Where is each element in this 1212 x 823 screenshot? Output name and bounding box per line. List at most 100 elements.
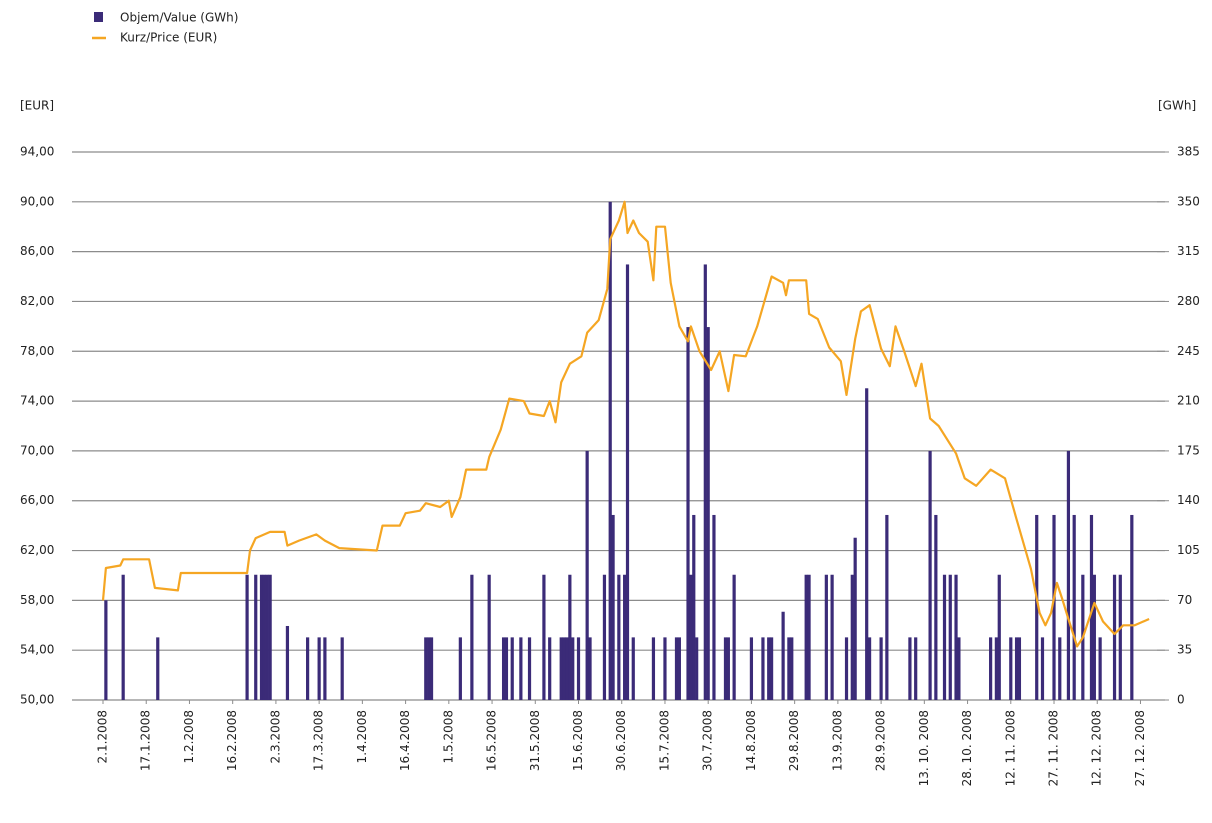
y-tick-label: 86,00 (20, 244, 54, 258)
bar (631, 637, 635, 700)
bar (1072, 514, 1076, 700)
bar (726, 637, 730, 700)
bar (424, 637, 428, 700)
bar (265, 574, 269, 700)
bar (1089, 514, 1094, 700)
bar (588, 637, 592, 700)
bar (254, 574, 258, 700)
price-line (101, 200, 1150, 648)
bar (674, 637, 679, 700)
bar (458, 637, 462, 700)
bar (1118, 574, 1122, 700)
bar (1014, 637, 1019, 700)
bar (686, 327, 690, 700)
bar (824, 574, 828, 700)
bar (306, 637, 310, 700)
bar (908, 637, 912, 700)
bar (844, 637, 849, 700)
bar (954, 574, 958, 700)
bar (663, 637, 667, 700)
bar (677, 637, 681, 700)
x-tick-label: 28.9.2008 (874, 710, 888, 771)
x-tick-label: 30.6.2008 (614, 710, 628, 771)
x-tick-label: 14.8.2008 (744, 710, 758, 771)
y-tick-label: 50,00 (20, 693, 54, 707)
x-tick-label: 16.2.2008 (225, 710, 239, 771)
x-tick-label: 17.3.2008 (312, 710, 326, 771)
bar (470, 574, 474, 700)
bar (695, 637, 699, 700)
bar (997, 574, 1001, 700)
bar (576, 637, 581, 700)
x-tick-label: 1.4.2008 (355, 710, 369, 763)
y2-tick-label: 70 (1177, 593, 1192, 607)
bar (850, 574, 854, 700)
bar (689, 574, 693, 700)
bar (262, 574, 266, 700)
y2-tick-label: 0 (1177, 693, 1185, 707)
bar (1130, 514, 1134, 700)
bar (781, 611, 785, 700)
bar (504, 637, 509, 700)
bar (104, 600, 108, 700)
bar (651, 637, 656, 700)
bar (427, 637, 431, 700)
y-tick-label: 66,00 (20, 493, 54, 507)
bar (1052, 514, 1056, 700)
bar (571, 637, 575, 700)
y-tick-label: 94,00 (20, 145, 54, 159)
bar (1098, 637, 1102, 700)
bar (156, 637, 160, 700)
bar (608, 201, 612, 700)
bar (568, 574, 572, 700)
bar (879, 637, 883, 700)
bar (787, 637, 791, 700)
bar (830, 574, 834, 700)
bar (928, 450, 932, 700)
y-tick-label: 54,00 (20, 643, 54, 657)
bar (602, 574, 607, 700)
x-tick-label: 2.3.2008 (268, 710, 282, 763)
bar (585, 450, 589, 700)
y2-tick-label: 385 (1177, 145, 1200, 159)
x-tick-label: 1.5.2008 (441, 710, 455, 763)
x-tick-label: 16.5.2008 (485, 710, 499, 771)
bar (559, 637, 563, 700)
bar (548, 637, 552, 700)
bar (761, 637, 765, 700)
legend-label: Objem/Value (GWh) (120, 11, 238, 25)
bar (623, 574, 627, 700)
bar (790, 637, 794, 700)
x-tick-label: 31.5.2008 (528, 710, 542, 771)
x-tick-label: 12. 12. 2008 (1090, 710, 1104, 786)
bar (510, 637, 514, 700)
y2-axis-title: [GWh] (1158, 99, 1196, 113)
y2-tick-label: 105 (1177, 543, 1200, 557)
bar (617, 574, 621, 700)
bar (1009, 637, 1013, 700)
bar (769, 637, 774, 700)
y-tick-label: 62,00 (20, 543, 54, 557)
legend-label: Kurz/Price (EUR) (120, 31, 217, 45)
y2-tick-label: 175 (1177, 443, 1200, 457)
bar (703, 264, 707, 700)
bar (565, 637, 569, 700)
bar (245, 574, 249, 700)
bar (706, 327, 710, 700)
x-tick-label: 2.1.2008 (96, 710, 110, 763)
bar (942, 574, 947, 700)
bar (1066, 450, 1071, 700)
bar (121, 574, 125, 700)
y2-tick-label: 210 (1177, 394, 1200, 408)
bar (1017, 637, 1022, 700)
bar (957, 637, 961, 700)
x-tick-label: 13. 10. 2008 (917, 710, 931, 786)
bar (259, 574, 264, 700)
bar (804, 574, 808, 700)
bar (865, 388, 869, 700)
bar (1112, 574, 1117, 700)
x-tick-label: 15.7.2008 (657, 710, 671, 771)
x-tick-label: 1.2.2008 (182, 710, 196, 763)
bar (723, 637, 728, 700)
